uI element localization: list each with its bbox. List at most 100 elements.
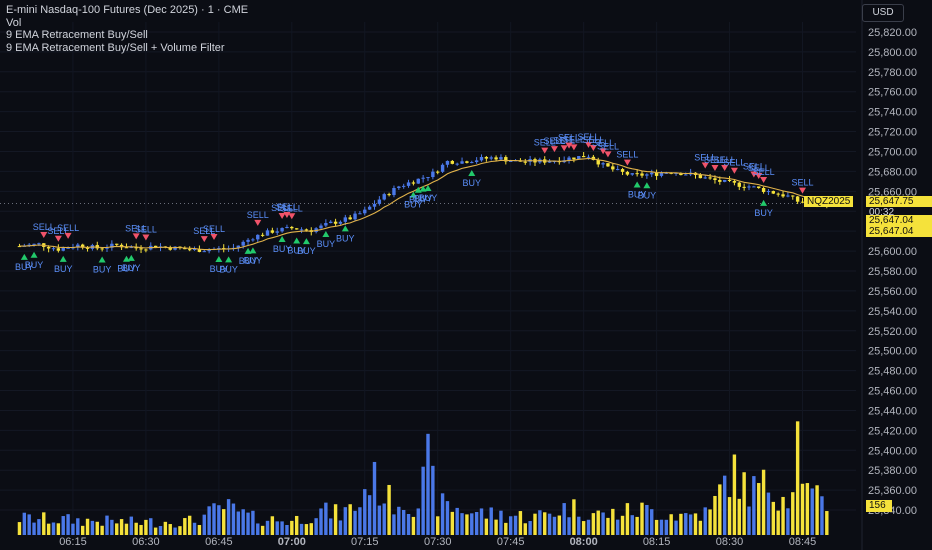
candle-body[interactable]	[304, 229, 309, 231]
candle-body[interactable]	[397, 186, 401, 189]
candle-body[interactable]	[470, 162, 474, 164]
candle-body[interactable]	[791, 195, 795, 197]
candle-body[interactable]	[479, 157, 484, 161]
candle-body[interactable]	[236, 245, 241, 248]
candle-body[interactable]	[202, 251, 206, 253]
candle-body[interactable]	[757, 186, 761, 188]
legend-title[interactable]: E-mini Nasdaq-100 Futures (Dec 2025) · 1…	[6, 4, 249, 16]
candle-body[interactable]	[489, 157, 493, 159]
candle-body[interactable]	[615, 169, 620, 171]
candle-body[interactable]	[105, 247, 109, 249]
candle-body[interactable]	[703, 177, 707, 179]
candle-body[interactable]	[406, 182, 411, 186]
candle-body[interactable]	[372, 203, 377, 207]
candle-body[interactable]	[338, 221, 343, 224]
candle-body[interactable]	[377, 199, 382, 204]
candle-body[interactable]	[601, 163, 605, 165]
candle-body[interactable]	[85, 247, 90, 249]
candle-body[interactable]	[776, 193, 780, 195]
candle-body[interactable]	[382, 194, 386, 200]
candle-body[interactable]	[324, 223, 328, 226]
candle-body[interactable]	[333, 221, 338, 224]
candle-body[interactable]	[679, 172, 683, 176]
candle-body[interactable]	[761, 187, 766, 192]
candle-body[interactable]	[577, 156, 581, 160]
candle-body[interactable]	[650, 172, 654, 175]
candle-body[interactable]	[353, 213, 357, 220]
candle-body[interactable]	[173, 246, 177, 250]
candle-body[interactable]	[664, 172, 669, 174]
candle-body[interactable]	[115, 243, 119, 245]
candles[interactable]	[17, 152, 829, 254]
candle-body[interactable]	[674, 172, 678, 174]
candle-body[interactable]	[766, 191, 771, 193]
candle-body[interactable]	[781, 194, 785, 197]
candle-body[interactable]	[197, 249, 202, 252]
candle-body[interactable]	[280, 228, 284, 232]
candle-body[interactable]	[61, 247, 65, 251]
candle-body[interactable]	[586, 156, 591, 158]
candle-body[interactable]	[654, 172, 659, 176]
candle-body[interactable]	[168, 247, 172, 250]
candle-body[interactable]	[51, 248, 56, 250]
candle-body[interactable]	[645, 174, 649, 176]
candle-body[interactable]	[795, 196, 800, 202]
candle-body[interactable]	[251, 239, 255, 241]
candle-body[interactable]	[620, 169, 625, 172]
candle-body[interactable]	[246, 239, 250, 242]
candle-body[interactable]	[606, 163, 610, 167]
candle-body[interactable]	[737, 182, 741, 187]
candle-body[interactable]	[256, 234, 260, 240]
candle-body[interactable]	[567, 157, 571, 161]
candle-body[interactable]	[523, 161, 527, 163]
candle-body[interactable]	[698, 174, 703, 179]
candle-body[interactable]	[611, 166, 615, 170]
candle-body[interactable]	[635, 173, 639, 175]
candle-body[interactable]	[742, 186, 746, 188]
candle-body[interactable]	[713, 178, 717, 180]
candle-body[interactable]	[484, 157, 489, 159]
candle-body[interactable]	[684, 174, 688, 176]
candle-body[interactable]	[722, 179, 727, 182]
candle-body[interactable]	[275, 231, 279, 233]
candle-body[interactable]	[110, 243, 114, 248]
candle-body[interactable]	[547, 161, 552, 163]
candle-body[interactable]	[800, 201, 805, 203]
candle-body[interactable]	[66, 247, 70, 249]
candle-body[interactable]	[348, 217, 352, 220]
candle-body[interactable]	[183, 247, 187, 250]
candle-body[interactable]	[727, 179, 732, 181]
legend-indicator-2[interactable]: 9 EMA Retracement Buy/Sell + Volume Filt…	[6, 41, 225, 54]
candle-body[interactable]	[387, 194, 391, 196]
candle-body[interactable]	[100, 248, 104, 250]
candle-body[interactable]	[124, 247, 129, 249]
candle-body[interactable]	[299, 229, 304, 231]
candle-body[interactable]	[260, 234, 265, 236]
candle-body[interactable]	[630, 173, 634, 175]
candle-body[interactable]	[358, 213, 362, 215]
candle-body[interactable]	[222, 248, 226, 250]
candle-body[interactable]	[343, 217, 348, 222]
candle-body[interactable]	[144, 249, 148, 251]
candle-body[interactable]	[747, 186, 751, 188]
time-axis[interactable]: 06:15 06:30 06:45 07:00 07:15 07:30 07:45 08:00…	[59, 536, 816, 548]
candle-body[interactable]	[17, 246, 22, 248]
candle-body[interactable]	[392, 188, 396, 196]
candle-body[interactable]	[56, 248, 61, 251]
candle-body[interactable]	[474, 160, 479, 163]
candle-body[interactable]	[445, 160, 450, 165]
candle-body[interactable]	[708, 177, 712, 179]
candle-body[interactable]	[786, 195, 790, 197]
candle-body[interactable]	[290, 226, 294, 229]
candle-body[interactable]	[241, 241, 245, 246]
candle-body[interactable]	[771, 191, 776, 194]
candle-body[interactable]	[187, 249, 192, 251]
candle-body[interactable]	[294, 228, 299, 230]
candle-body[interactable]	[659, 173, 664, 176]
candle-body[interactable]	[426, 177, 430, 179]
candle-body[interactable]	[37, 243, 41, 245]
candle-body[interactable]	[153, 245, 158, 248]
candle-body[interactable]	[596, 160, 600, 165]
candle-body[interactable]	[421, 177, 425, 179]
